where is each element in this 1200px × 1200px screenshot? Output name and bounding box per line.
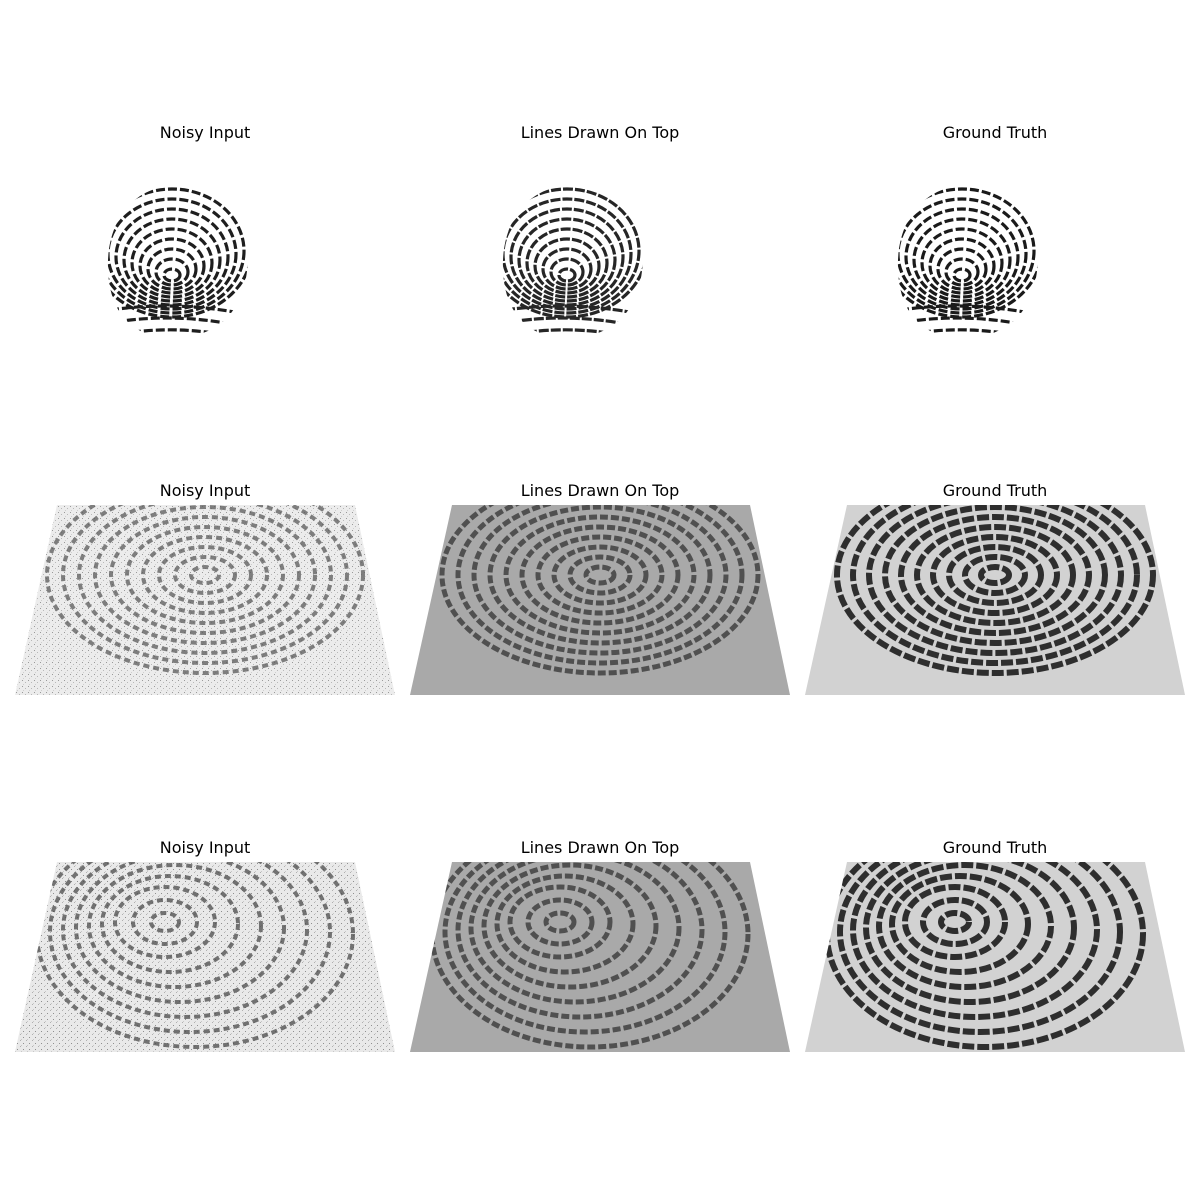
row1-noisy-title: Noisy Input bbox=[159, 123, 251, 142]
row3-truth-title: Ground Truth bbox=[942, 838, 1048, 857]
row2-lines-fingerprint-image bbox=[410, 505, 790, 695]
row1-truth-title: Ground Truth bbox=[942, 123, 1048, 142]
row3-noisy-title: Noisy Input bbox=[159, 838, 251, 857]
row1-lines-title: Lines Drawn On Top bbox=[520, 123, 680, 142]
row1-noisy-fingerprint-image bbox=[100, 180, 260, 345]
row2-noisy-fingerprint-image bbox=[15, 505, 395, 695]
row1-lines-fingerprint-image bbox=[495, 180, 655, 345]
row3-truth-fingerprint-image bbox=[805, 862, 1185, 1052]
row2-truth-fingerprint-image bbox=[805, 505, 1185, 695]
row2-truth-title: Ground Truth bbox=[942, 481, 1048, 500]
row3-noisy-fingerprint-image bbox=[15, 862, 395, 1052]
row3-lines-fingerprint-image bbox=[410, 862, 790, 1052]
row1-truth-fingerprint-image bbox=[890, 180, 1050, 345]
row2-noisy-title: Noisy Input bbox=[159, 481, 251, 500]
row2-lines-title: Lines Drawn On Top bbox=[520, 481, 680, 500]
row3-lines-title: Lines Drawn On Top bbox=[520, 838, 680, 857]
